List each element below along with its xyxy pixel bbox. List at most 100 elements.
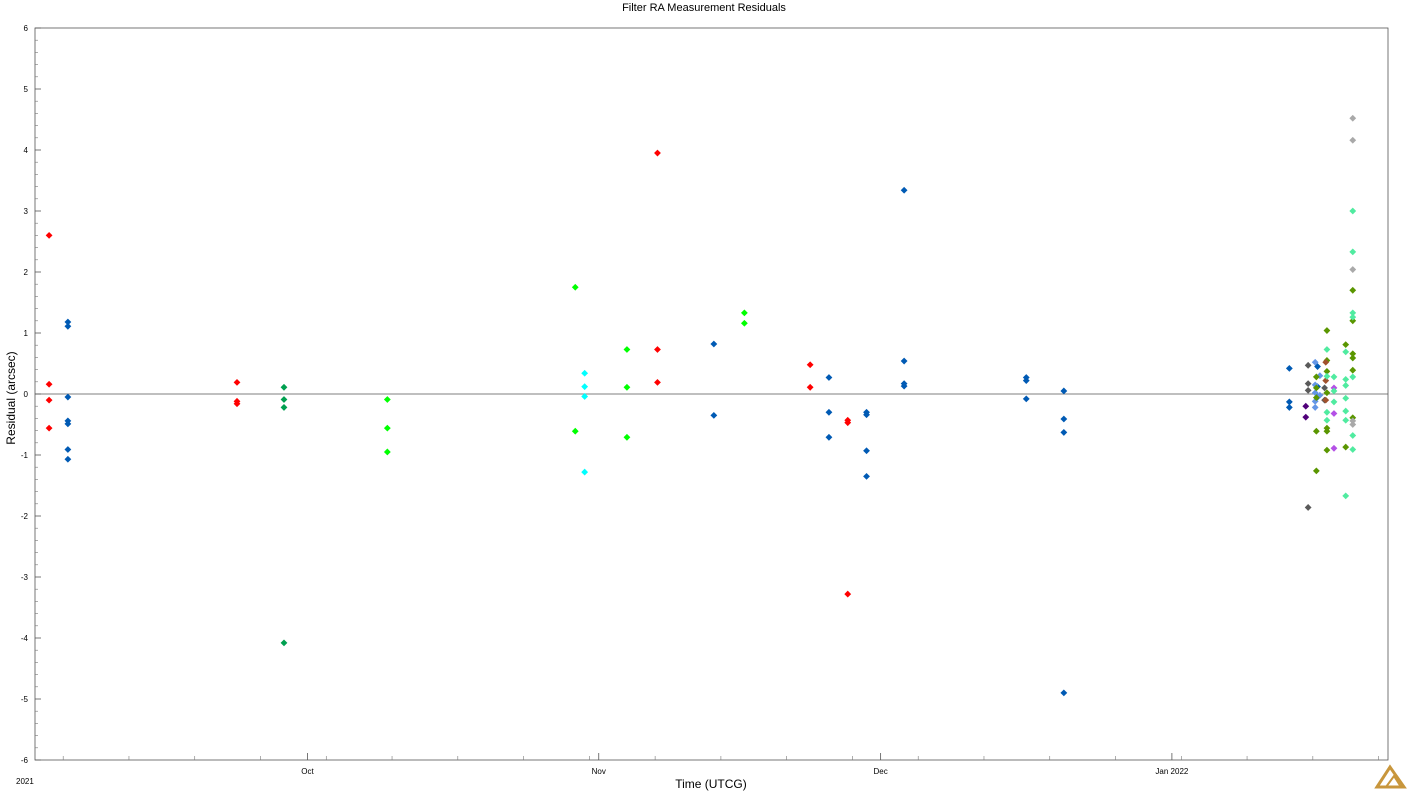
data-point: [581, 468, 589, 476]
data-point: [1285, 398, 1293, 406]
x-axis-title: Time (UTCG): [675, 777, 747, 791]
data-point: [1349, 446, 1357, 453]
data-point: [1312, 384, 1320, 392]
data-point: [1060, 689, 1068, 697]
y-tick-label: -2: [21, 512, 29, 521]
data-point: [571, 283, 579, 291]
data-point: [1302, 402, 1310, 410]
data-point: [1342, 382, 1350, 389]
y-tick-label: -1: [21, 451, 29, 460]
data-point: [1349, 248, 1357, 256]
data-point: [1349, 266, 1357, 273]
data-point: [1311, 389, 1319, 397]
data-point: [1311, 404, 1319, 411]
data-point: [623, 346, 631, 353]
y-tick-label: 1: [24, 329, 29, 338]
data-point: [1342, 443, 1350, 451]
data-point: [1342, 375, 1350, 383]
data-point: [844, 590, 852, 598]
data-point: [1323, 327, 1331, 334]
data-point: [654, 346, 661, 353]
data-point: [64, 322, 72, 330]
data-point: [1304, 386, 1312, 394]
data-point: [1312, 373, 1320, 381]
data-point: [1323, 372, 1331, 380]
data-point: [1342, 348, 1350, 356]
data-point: [863, 447, 870, 455]
x-axis: Oct Nov Dec Jan 2022: [62, 753, 1379, 776]
chart-title: Filter RA Measurement Residuals: [622, 2, 786, 14]
data-point: [1349, 417, 1357, 425]
data-point: [1349, 354, 1357, 362]
data-point: [64, 318, 72, 326]
data-point: [1342, 416, 1350, 424]
data-point: [1349, 317, 1357, 325]
data-point: [1302, 413, 1310, 421]
data-point: [1321, 384, 1328, 392]
y-axis: -6 -5 -4 -3 -2 -1 0 1 2 3 4 5 6: [21, 24, 41, 765]
data-point: [1022, 377, 1030, 384]
y-tick-label: 2: [24, 268, 29, 277]
data-point: [64, 455, 72, 463]
data-point: [825, 374, 833, 381]
data-point: [806, 383, 814, 391]
data-point: [1285, 404, 1293, 411]
x-start-label: 2021: [16, 777, 34, 786]
y-tick-label: 4: [24, 146, 29, 155]
data-point: [1060, 429, 1068, 436]
data-point: [1330, 398, 1338, 406]
data-point: [900, 382, 908, 390]
data-point: [1312, 467, 1320, 475]
data-point: [1323, 368, 1331, 375]
data-point: [1323, 408, 1331, 416]
data-point: [1330, 410, 1338, 417]
data-point: [280, 404, 288, 411]
data-point: [900, 357, 908, 365]
data-point: [1323, 389, 1331, 397]
data-point: [64, 393, 72, 401]
data-point: [1342, 492, 1350, 500]
data-point: [45, 424, 53, 432]
data-point: [233, 379, 241, 386]
data-point: [623, 383, 631, 391]
data-point: [654, 379, 661, 386]
y-tick-label: -4: [21, 634, 29, 643]
data-points: [45, 114, 1357, 697]
data-point: [383, 448, 391, 456]
data-point: [1349, 313, 1357, 321]
data-point: [1349, 114, 1357, 122]
data-point: [1323, 346, 1331, 353]
x-tick-label: Oct: [301, 767, 314, 776]
data-point: [1323, 416, 1331, 424]
data-point: [1349, 366, 1357, 374]
data-point: [1304, 504, 1312, 511]
data-point: [710, 411, 718, 419]
data-point: [581, 393, 589, 400]
data-point: [1342, 407, 1350, 415]
data-point: [45, 232, 53, 239]
data-point: [806, 361, 814, 369]
data-point: [1312, 394, 1320, 402]
data-point: [383, 396, 391, 403]
data-point: [825, 408, 833, 416]
y-tick-label: 5: [24, 85, 29, 94]
data-point: [45, 396, 53, 404]
data-point: [1304, 380, 1312, 388]
y-tick-label: -5: [21, 695, 29, 704]
data-point: [571, 427, 579, 435]
data-point: [280, 383, 288, 391]
y-tick-label: 6: [24, 24, 29, 33]
data-point: [1060, 387, 1068, 395]
y-tick-label: 0: [24, 390, 29, 399]
data-point: [1316, 372, 1324, 380]
data-point: [654, 149, 661, 157]
data-point: [740, 319, 748, 327]
data-point: [1323, 427, 1331, 435]
data-point: [45, 380, 53, 388]
data-point: [1349, 373, 1357, 381]
data-point: [863, 411, 870, 419]
data-point: [863, 472, 870, 480]
data-point: [1322, 396, 1330, 404]
data-point: [280, 396, 288, 403]
data-point: [1349, 207, 1357, 215]
